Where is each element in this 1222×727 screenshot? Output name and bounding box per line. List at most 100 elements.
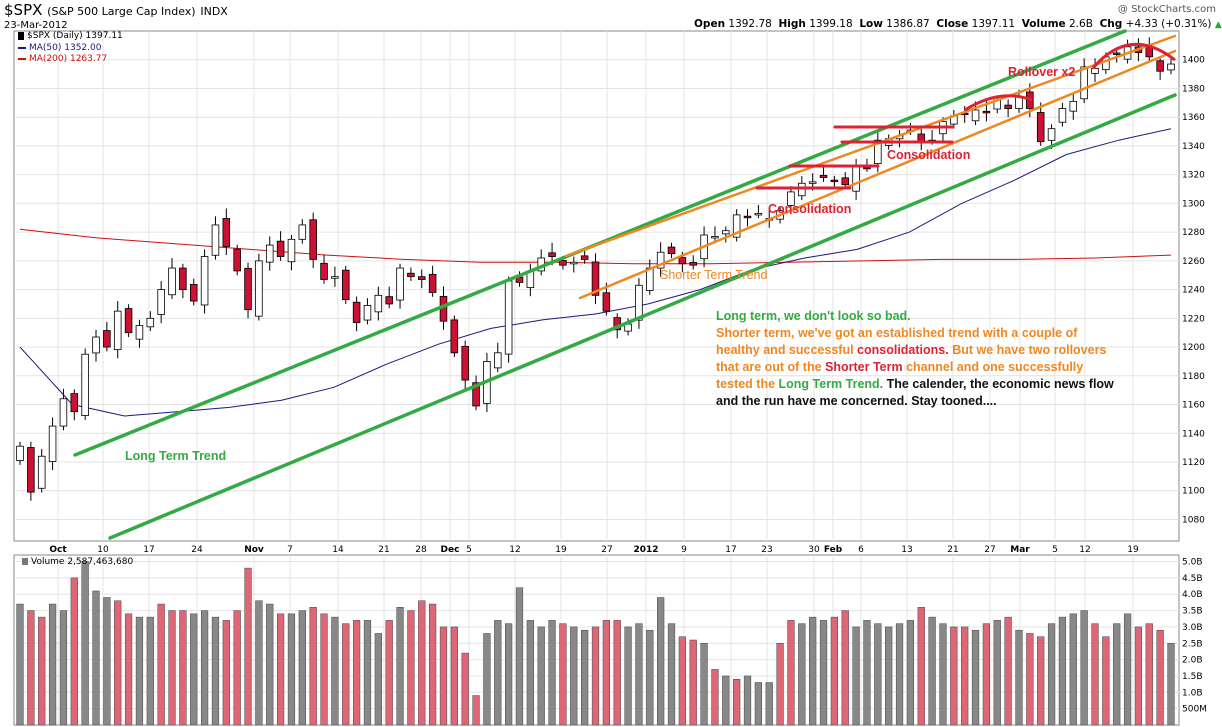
volume-bar — [157, 603, 165, 726]
volume-bar — [950, 626, 958, 726]
candle-body — [16, 445, 24, 461]
candle-body — [363, 304, 372, 321]
candle-body — [1047, 128, 1056, 141]
candle-body — [732, 214, 741, 238]
candle-body — [255, 260, 263, 317]
candle-up — [287, 235, 296, 271]
low-label: Low — [859, 18, 883, 30]
volume-bar — [483, 633, 491, 726]
x-tick-label: 12 — [509, 545, 520, 555]
volume-bar — [418, 600, 426, 726]
candle-up — [168, 257, 176, 300]
candle-up — [211, 216, 220, 260]
commentary-p7: The calender, the economic news flow and… — [716, 377, 1114, 408]
volume-tick-label: 1.0B — [1182, 688, 1203, 698]
volume-bar — [1167, 643, 1175, 726]
candle-body — [1080, 66, 1088, 100]
candle-up — [1167, 58, 1175, 75]
candle-body — [461, 345, 469, 381]
volume-bar — [233, 610, 241, 726]
candle-body — [494, 352, 502, 369]
candle-body — [211, 224, 220, 256]
candle-up — [570, 256, 578, 273]
legend-ma50: MA(50) 1352.00 — [18, 43, 101, 53]
x-tick-label: 19 — [1127, 545, 1139, 555]
candle-body — [1015, 96, 1023, 109]
x-tick-label: 14 — [332, 545, 344, 555]
volume-bar — [103, 597, 111, 726]
candle-body — [113, 310, 122, 351]
volume-bar — [971, 629, 980, 726]
x-tick-label: 6 — [858, 545, 864, 555]
volume-bar — [59, 610, 68, 726]
candle-body — [59, 398, 68, 427]
candle-body — [146, 317, 155, 328]
volume-tick-label: 500M — [1182, 705, 1207, 715]
rollover-arc-2 — [1091, 42, 1176, 69]
volume-bar — [624, 626, 632, 726]
volume-bar — [689, 639, 697, 726]
commentary-p5: channel and one successfully tested the — [716, 360, 1084, 391]
volume-bar — [450, 626, 458, 726]
volume-bar — [1015, 629, 1023, 726]
index-name: (S&P 500 Large Cap Index) — [47, 5, 196, 18]
volume-bar — [1047, 623, 1056, 726]
y-tick-label: 1160 — [1182, 401, 1205, 411]
candle-down — [233, 244, 241, 276]
candle-body — [787, 191, 795, 206]
volume-bar — [841, 610, 849, 726]
candle-up — [200, 249, 209, 314]
candle-body — [1004, 104, 1012, 109]
volume-bar — [548, 620, 556, 726]
volume-bar — [168, 610, 176, 726]
volume-bar — [1069, 613, 1077, 726]
candle-body — [70, 393, 79, 413]
candle-body — [417, 276, 426, 280]
x-tick-label: 27 — [601, 545, 612, 555]
candle-down — [309, 212, 317, 269]
candle-body — [743, 215, 752, 219]
volume-legend: Volume 2,587,463,680 — [22, 557, 133, 567]
candle-body — [982, 110, 991, 114]
candle-body — [1036, 112, 1045, 143]
x-tick-label: Oct — [49, 545, 67, 555]
y-tick-label: 1340 — [1182, 142, 1205, 152]
volume-bar — [1113, 623, 1121, 726]
exchange: INDX — [200, 5, 228, 18]
volume-bar — [363, 620, 372, 726]
consolidation-label-2: Consolidation — [887, 148, 971, 162]
candle-body — [841, 177, 850, 186]
candle-body — [37, 455, 46, 489]
candle-body — [971, 109, 980, 122]
candle-body — [179, 267, 187, 290]
trend-lines — [73, 29, 1177, 540]
volume-bar — [1091, 623, 1099, 726]
volume-bar — [559, 623, 567, 726]
candle-down — [179, 263, 187, 299]
candle-body — [428, 273, 437, 293]
legend-price: $SPX (Daily) 1397.11 — [18, 31, 123, 41]
x-tick-label: Nov — [244, 545, 264, 555]
candle-body — [830, 179, 839, 183]
candle-body — [27, 447, 35, 493]
x-tick-label: 21 — [947, 545, 958, 555]
legend-ma50-text: MA(50) 1352.00 — [29, 43, 102, 53]
x-tick-label: 7 — [287, 545, 293, 555]
ma50-path — [19, 128, 1172, 417]
y-tick-label: 1080 — [1182, 515, 1205, 525]
y-tick-label: 1300 — [1182, 199, 1205, 209]
stockcharts-logo: @ StockCharts.com — [1117, 4, 1216, 15]
x-tick-label: 23 — [761, 545, 772, 555]
candle-body — [1112, 52, 1121, 55]
date-axis: Oct 10 17 24 Nov 7 14 21 28 Dec 5 12 19 27 2012 9 17 23 30… — [49, 545, 1139, 555]
candle-up — [635, 278, 643, 329]
volume-bar — [472, 695, 480, 726]
candle-up — [1058, 102, 1067, 127]
volume-bar — [852, 626, 860, 726]
y-tick-label: 1400 — [1182, 56, 1205, 66]
x-tick-label: 30 — [808, 545, 820, 555]
x-tick-label: 24 — [191, 545, 203, 555]
y-tick-label: 1100 — [1182, 487, 1205, 497]
candle-body — [667, 246, 676, 255]
candle-body — [798, 182, 806, 197]
